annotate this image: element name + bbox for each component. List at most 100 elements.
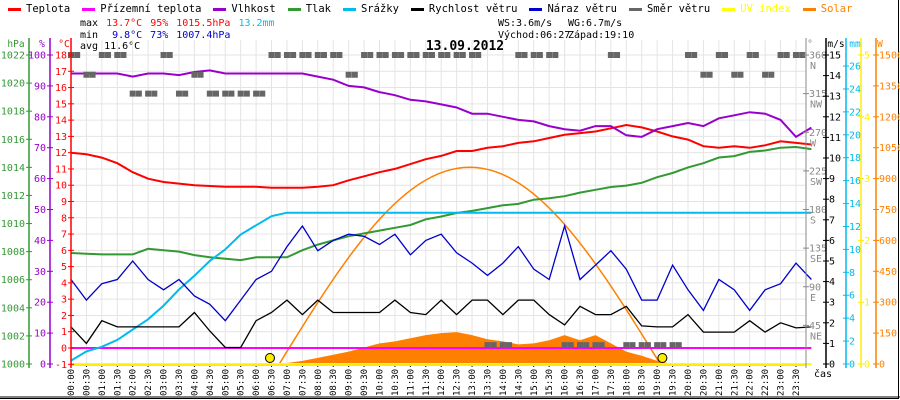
wind-direction-point [268,52,275,58]
pressure-tick-label: 1020 [1,79,25,90]
direction-tick-label: 360 [809,51,827,62]
rain-tick-label: 4 [849,314,855,325]
stats-avg: avg 11.6°C [80,41,141,52]
x-tick-label: 21:00 [715,369,725,396]
rain-tick-label: 26 [849,62,861,73]
temperature-tick-label: 0 [61,344,67,355]
wind-direction-point [336,52,343,58]
direction-name-label: NE [810,331,822,342]
wind-direction-point [715,52,722,58]
min-pressure: 1007.4hPa [176,30,231,41]
x-tick-label: 14:30 [514,369,524,396]
wind-direction-point [552,52,559,58]
wind-unit: m/s [827,39,844,50]
legend-item: Přízemní teplota [82,3,201,15]
wind-tick-label: 5 [829,257,835,268]
wind-direction-point [669,342,676,349]
direction-name-label: N [810,61,816,72]
humidity-tick-label: 100 [28,51,46,62]
direction-name-label: SW [810,177,823,188]
pressure-tick-label: 1018 [1,107,25,118]
wind-tick-label: 1 [829,339,835,350]
wind-direction-point [422,52,429,58]
temperature-tick-label: 4 [61,278,67,289]
x-tick-label: 11:00 [406,369,416,396]
wind-direction-point [160,52,167,58]
wind-direction-point [499,342,506,349]
max-pressure: 1015.5hPa [176,18,231,29]
x-tick-label: 17:00 [591,369,601,396]
pressure-tick-label: 1008 [1,247,25,258]
solar-unit: W [877,39,883,50]
series-line-náraz-větru [70,223,812,322]
wind-direction-point [175,90,182,97]
wind-direction-point [660,342,667,349]
legend-item: Tlak [287,3,331,15]
wind-tick-label: 12 [829,112,841,123]
solar-tick-label: 1050 [879,143,900,154]
wind-direction-point [530,52,537,58]
x-tick-label: 20:00 [684,369,694,396]
temperature-tick-label: 13 [55,132,67,143]
temperature-tick-label: 6 [61,246,67,257]
x-tick-label: 09:30 [360,369,370,396]
legend-label: Tlak [305,3,331,15]
series-line-srážky [70,211,812,362]
x-tick-label: 00:00 [67,369,77,396]
x-tick-label: 08:30 [329,369,339,396]
wind-direction-point [762,71,769,78]
temperature-tick-label: 12 [55,148,67,159]
legend-item: Teplota [8,3,70,15]
humidity-tick-label: 80 [34,112,46,123]
direction-unit: ° [807,39,813,50]
x-tick-label: 08:00 [314,369,324,396]
axes: 00:00 00:30 01:00 01:30 02:00 02:30 03:00 03:30… [0,38,900,398]
solar-tick-label: 0 [879,360,885,371]
humidity-tick-label: 50 [34,205,46,216]
legend-swatch [342,7,356,11]
wind-direction-point [583,342,590,349]
legend-item: Vlhkost [213,3,276,15]
wind-direction-point [598,342,605,349]
direction-name-label: S [810,216,816,227]
wind-direction-point [777,52,784,58]
temperature-unit: °C [58,39,69,50]
min-temp: 9.8°C [112,30,143,41]
legend-swatch [8,7,21,11]
wind-direction-point [438,52,445,58]
humidity-tick-label: 30 [34,267,46,278]
x-tick-label: 17:30 [607,369,617,396]
series-line-tlak [70,145,812,262]
max-humidity: 95% [150,18,169,29]
x-tick-label: 16:30 [576,369,586,396]
min-label: min [80,30,99,41]
x-tick-label: 02:30 [144,369,154,396]
solar-tick-label: 450 [879,267,897,278]
chart-title: 13.09.2012 [426,39,504,54]
rain-tick-label: 12 [849,222,861,233]
direction-tick-label: 45 [809,321,821,332]
wind-direction-point [114,52,121,58]
wind-direction-point [305,52,312,58]
pressure-unit: hPa [7,39,24,50]
temperature-tick-label: 3 [61,295,67,306]
sunrise-marker [264,353,275,363]
x-tick-label: 11:30 [422,369,432,396]
wind-direction-point [228,90,235,97]
x-tick-label: 01:00 [98,369,108,396]
x-tick-label: 22:00 [746,369,756,396]
wind-direction-point [197,71,204,78]
solar-tick-label: 750 [879,205,897,216]
grid [70,40,806,365]
humidity-unit: % [39,39,45,50]
wind-tick-label: 2 [829,318,835,329]
legend-swatch [82,7,96,11]
wind-direction-point [89,71,96,78]
humidity-tick-label: 0 [40,360,46,371]
humidity-tick-label: 70 [34,143,46,154]
wind-direction-point [320,52,327,58]
temperature-tick-label: 15 [55,99,67,110]
wind-direction-point [644,342,651,349]
max-label: max [80,18,99,29]
